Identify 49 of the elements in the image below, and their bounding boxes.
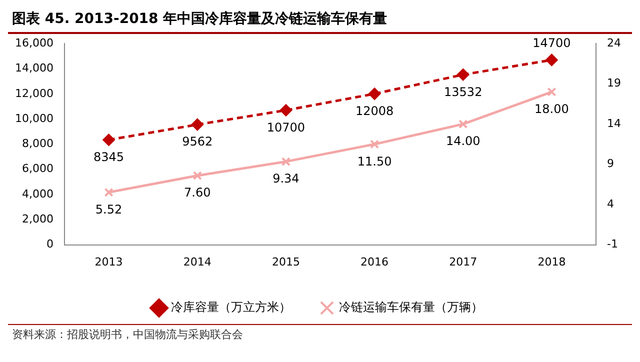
point [547,87,556,96]
y2-tick-label: 24 [607,36,622,50]
data-label: 7.60 [184,186,211,200]
y2-tick-label: -1 [607,238,618,251]
legend-label: 冷链运输车保有量（万辆） [339,300,483,314]
x-tick-label: 2017 [449,255,478,268]
y-tick-label: 0 [46,238,54,251]
y-tick-label: 14,000 [14,62,54,75]
x-tick-label: 2018 [538,255,566,268]
point [458,120,468,129]
y-tick-label: 2,000 [22,212,54,226]
y2-tick-label: 9 [607,157,614,170]
data-label: 11.50 [357,154,392,168]
point [368,88,381,100]
y-tick-label: 16,000 [14,36,54,50]
data-label: 9.34 [272,172,300,186]
y-tick-label: 12,000 [14,86,54,100]
text: 资料来源：招股说明书，中国物流与采购联合会 [8,324,632,344]
data-label: 9562 [182,134,213,149]
legend-label: 冷库容量（万立方米） [171,300,291,314]
point [546,54,558,66]
point [104,188,114,197]
point [457,68,470,81]
y-tick-label: 6,000 [22,162,54,176]
data-label: 12008 [355,104,394,118]
point [280,104,292,116]
data-label: 14700 [532,36,571,50]
y-tick-label: 4,000 [22,187,54,200]
data-label: 5.52 [95,202,122,216]
point [281,157,290,166]
point [192,171,202,180]
x-tick-label: 2013 [94,255,123,268]
data-label: 10700 [266,120,306,134]
x-tick-label: 2014 [183,255,212,268]
point [370,140,380,149]
y-tick-label: 10,000 [14,112,54,125]
y2-tick-label: 14 [607,116,622,130]
y2-tick-label: 4 [607,197,614,210]
data-label: 18.00 [534,102,569,116]
x-tick-label: 2015 [272,255,300,268]
y2-tick-label: 19 [607,76,622,90]
y-tick-label: 8,000 [22,137,54,150]
point [102,134,115,146]
data-label: 14.00 [446,134,480,148]
point [191,118,204,131]
data-label: 13532 [444,84,482,99]
x-tick-label: 2016 [360,255,389,268]
chart-title: 图表 45. 2013-2018 年中国冷库容量及冷链运输车保有量 [8,8,632,34]
data-label: 8345 [94,150,124,164]
